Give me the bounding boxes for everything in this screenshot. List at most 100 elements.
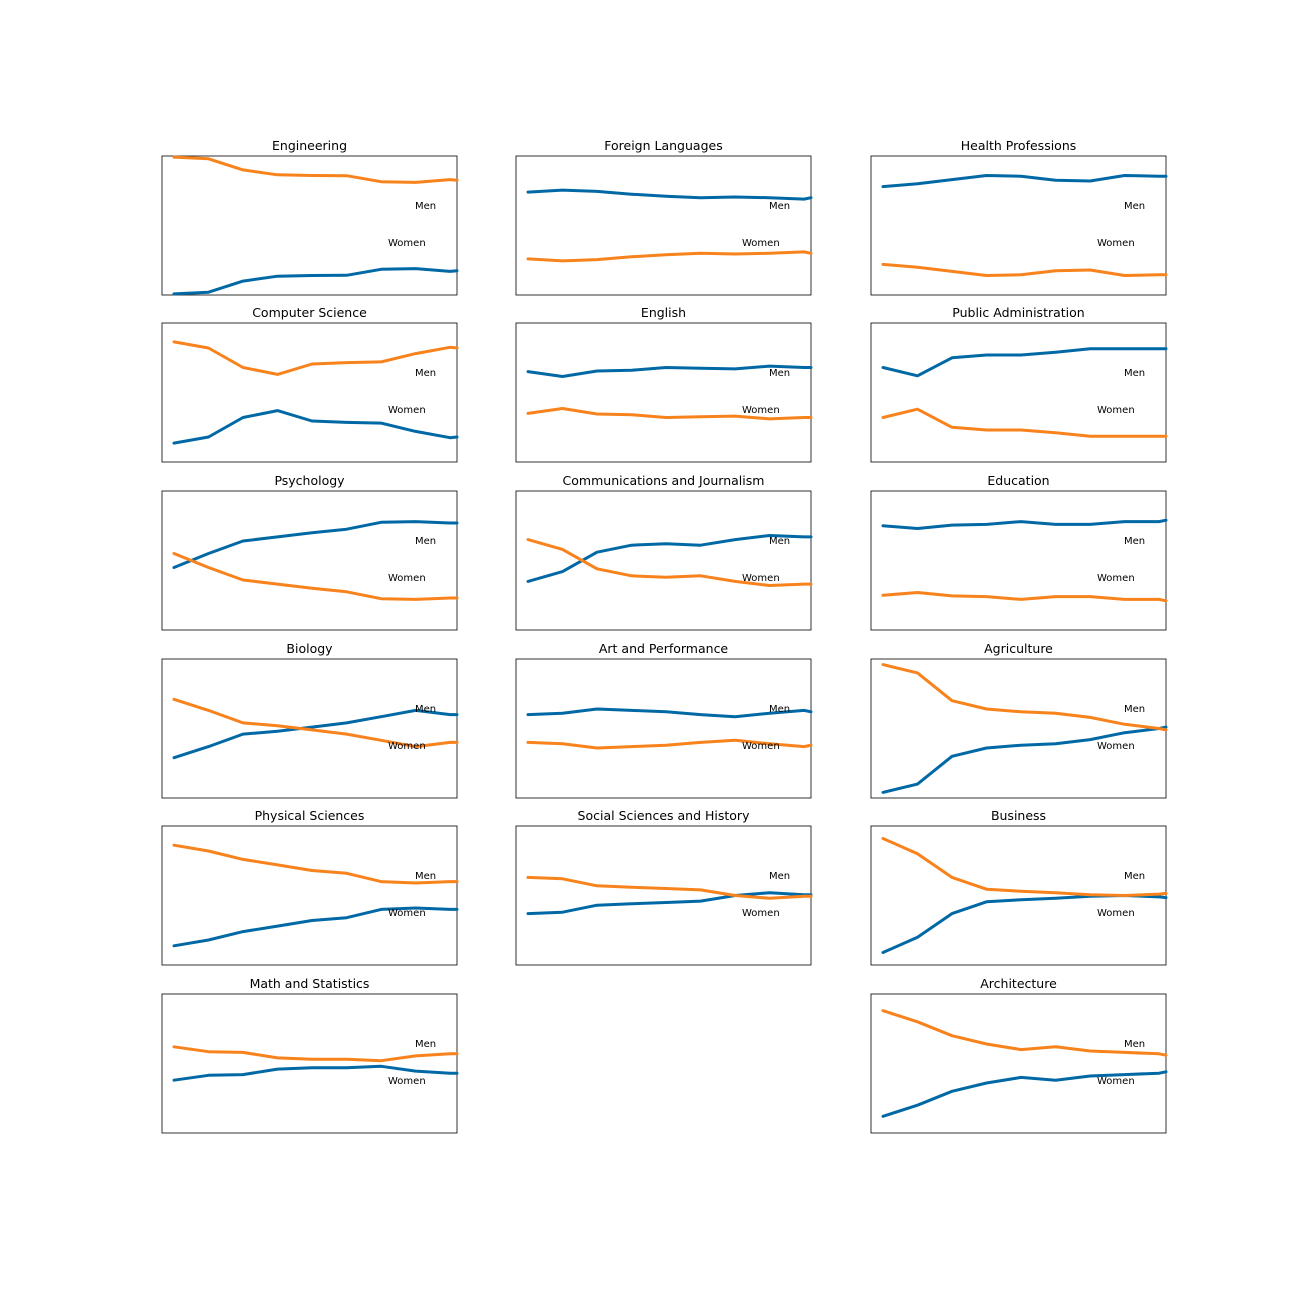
series-line-men xyxy=(526,538,813,587)
series-line-women xyxy=(172,267,459,296)
axes-frame xyxy=(515,490,812,631)
women-label: Women xyxy=(742,573,780,584)
series-line-men xyxy=(526,407,813,421)
subplot-business: Business Men Women xyxy=(870,808,1168,966)
men-label: Men xyxy=(769,536,790,547)
series-line-men xyxy=(881,663,1168,732)
panel-title: Communications and Journalism xyxy=(563,473,765,488)
panel-title: Computer Science xyxy=(252,305,367,320)
series-line-men xyxy=(881,407,1168,438)
subplot-biology: Biology Men Women xyxy=(161,641,459,799)
men-label: Men xyxy=(415,871,436,882)
series-line-women xyxy=(881,725,1168,794)
axes-frame xyxy=(515,825,812,966)
men-label: Men xyxy=(415,368,436,379)
series-line-men xyxy=(172,697,459,749)
axes-frame xyxy=(161,825,458,966)
axes-frame xyxy=(870,658,1167,799)
series-line-women xyxy=(172,1064,459,1082)
panel-title: Social Sciences and History xyxy=(578,808,751,823)
women-label: Women xyxy=(1097,908,1135,919)
subplot-education: Education Men Women xyxy=(870,473,1168,631)
panel-title: Physical Sciences xyxy=(255,808,365,823)
men-label: Men xyxy=(1124,536,1145,547)
panel-title: Education xyxy=(987,473,1049,488)
series-line-men xyxy=(881,1009,1168,1057)
panel-title: Public Administration xyxy=(952,305,1084,320)
men-label: Men xyxy=(1124,368,1145,379)
panel-title: Health Professions xyxy=(961,138,1077,153)
panel-title: Foreign Languages xyxy=(604,138,722,153)
axes-frame xyxy=(161,490,458,631)
series-line-men xyxy=(526,738,813,750)
men-label: Men xyxy=(415,704,436,715)
series-line-women xyxy=(172,906,459,948)
series-line-women xyxy=(526,707,813,719)
men-label: Men xyxy=(415,1039,436,1050)
women-label: Women xyxy=(742,741,780,752)
series-line-men xyxy=(172,843,459,885)
women-label: Women xyxy=(1097,573,1135,584)
axes-frame xyxy=(161,155,458,296)
series-line-men xyxy=(172,552,459,601)
men-label: Men xyxy=(769,704,790,715)
women-label: Women xyxy=(742,405,780,416)
women-label: Women xyxy=(388,573,426,584)
series-line-women xyxy=(881,1070,1168,1118)
series-line-men xyxy=(172,155,459,184)
subplot-architecture: Architecture Men Women xyxy=(870,976,1168,1134)
panel-title: Art and Performance xyxy=(599,641,729,656)
subplot-english: English Men Women xyxy=(515,305,813,463)
men-label: Men xyxy=(1124,704,1145,715)
axes-frame xyxy=(870,490,1167,631)
series-line-men xyxy=(881,837,1168,897)
axes-frame xyxy=(515,658,812,799)
axes-frame xyxy=(870,322,1167,463)
women-label: Women xyxy=(388,908,426,919)
series-line-men xyxy=(881,262,1168,277)
series-line-men xyxy=(526,250,813,263)
subplot-physical-sciences: Physical Sciences Men Women xyxy=(161,808,459,966)
series-line-women xyxy=(526,188,813,201)
women-label: Women xyxy=(388,238,426,249)
series-line-men xyxy=(172,340,459,376)
series-line-women xyxy=(172,520,459,569)
men-label: Men xyxy=(1124,1039,1145,1050)
subplot-foreign-languages: Foreign Languages Men Women xyxy=(515,138,813,296)
axes-frame xyxy=(161,658,458,799)
series-line-women xyxy=(526,891,813,916)
series-line-women xyxy=(881,518,1168,530)
series-line-women xyxy=(881,894,1168,954)
subplot-social-sciences-and-history: Social Sciences and History Men Women xyxy=(515,808,813,966)
subplot-computer-science: Computer Science Men Women xyxy=(161,305,459,463)
axes-frame xyxy=(870,993,1167,1134)
axes-frame xyxy=(161,322,458,463)
series-line-men xyxy=(172,1045,459,1063)
women-label: Women xyxy=(1097,238,1135,249)
series-line-women xyxy=(172,409,459,445)
axes-frame xyxy=(515,155,812,296)
subplot-communications-and-journalism: Communications and Journalism Men Women xyxy=(515,473,813,631)
series-line-women xyxy=(881,174,1168,189)
axes-frame xyxy=(515,322,812,463)
men-label: Men xyxy=(769,871,790,882)
men-label: Men xyxy=(769,368,790,379)
series-line-women xyxy=(526,364,813,378)
women-label: Women xyxy=(742,238,780,249)
subplot-public-administration: Public Administration Men Women xyxy=(870,305,1168,463)
women-label: Women xyxy=(742,908,780,919)
women-label: Women xyxy=(1097,405,1135,416)
panel-title: Engineering xyxy=(272,138,347,153)
men-label: Men xyxy=(1124,201,1145,212)
panel-title: Agriculture xyxy=(984,641,1053,656)
axes-frame xyxy=(161,993,458,1134)
women-label: Women xyxy=(388,405,426,416)
men-label: Men xyxy=(415,536,436,547)
women-label: Women xyxy=(1097,1076,1135,1087)
subplot-engineering: Engineering Men Women xyxy=(161,138,459,296)
panel-title: Psychology xyxy=(274,473,345,488)
women-label: Women xyxy=(388,1076,426,1087)
panel-title: Architecture xyxy=(980,976,1057,991)
subplot-math-and-statistics: Math and Statistics Men Women xyxy=(161,976,459,1134)
